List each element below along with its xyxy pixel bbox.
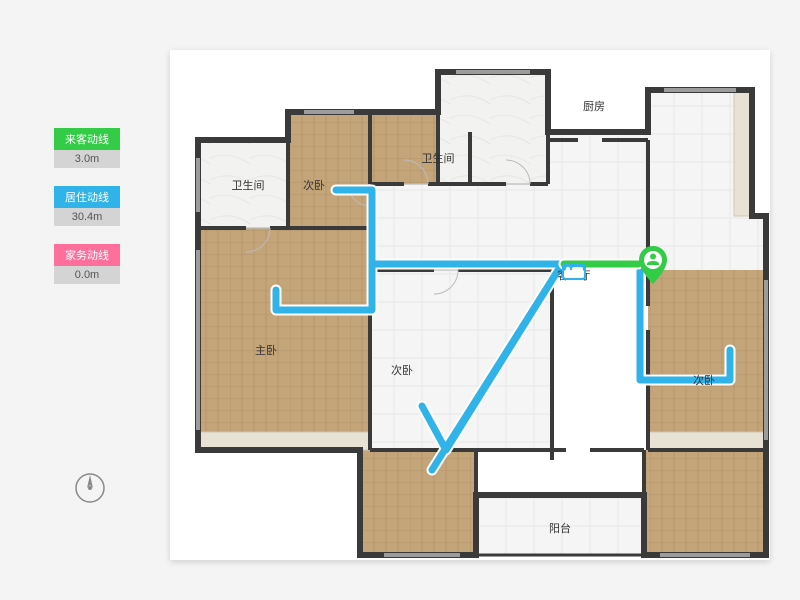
legend-label: 来客动线 [54,128,120,150]
compass-icon [72,470,108,506]
legend-label: 居住动线 [54,186,120,208]
room [198,140,288,228]
floor-plan: 卫生间次卧卫生间厨房主卧次卧客餐厅次卧阳台 [170,50,770,560]
room [644,450,766,555]
legend-label: 家务动线 [54,244,120,266]
legend-item-living: 居住动线 30.4m [54,186,120,226]
legend-value: 30.4m [54,208,120,226]
room [360,450,476,555]
room [648,270,766,450]
legend-value: 0.0m [54,266,120,284]
room [198,228,370,450]
legend-item-guest: 来客动线 3.0m [54,128,120,168]
room [438,72,548,184]
legend-value: 3.0m [54,150,120,168]
room-balcony [476,495,644,555]
cabinet [648,432,766,450]
legend: 来客动线 3.0m 居住动线 30.4m 家务动线 0.0m [54,128,120,302]
legend-item-chore: 家务动线 0.0m [54,244,120,284]
